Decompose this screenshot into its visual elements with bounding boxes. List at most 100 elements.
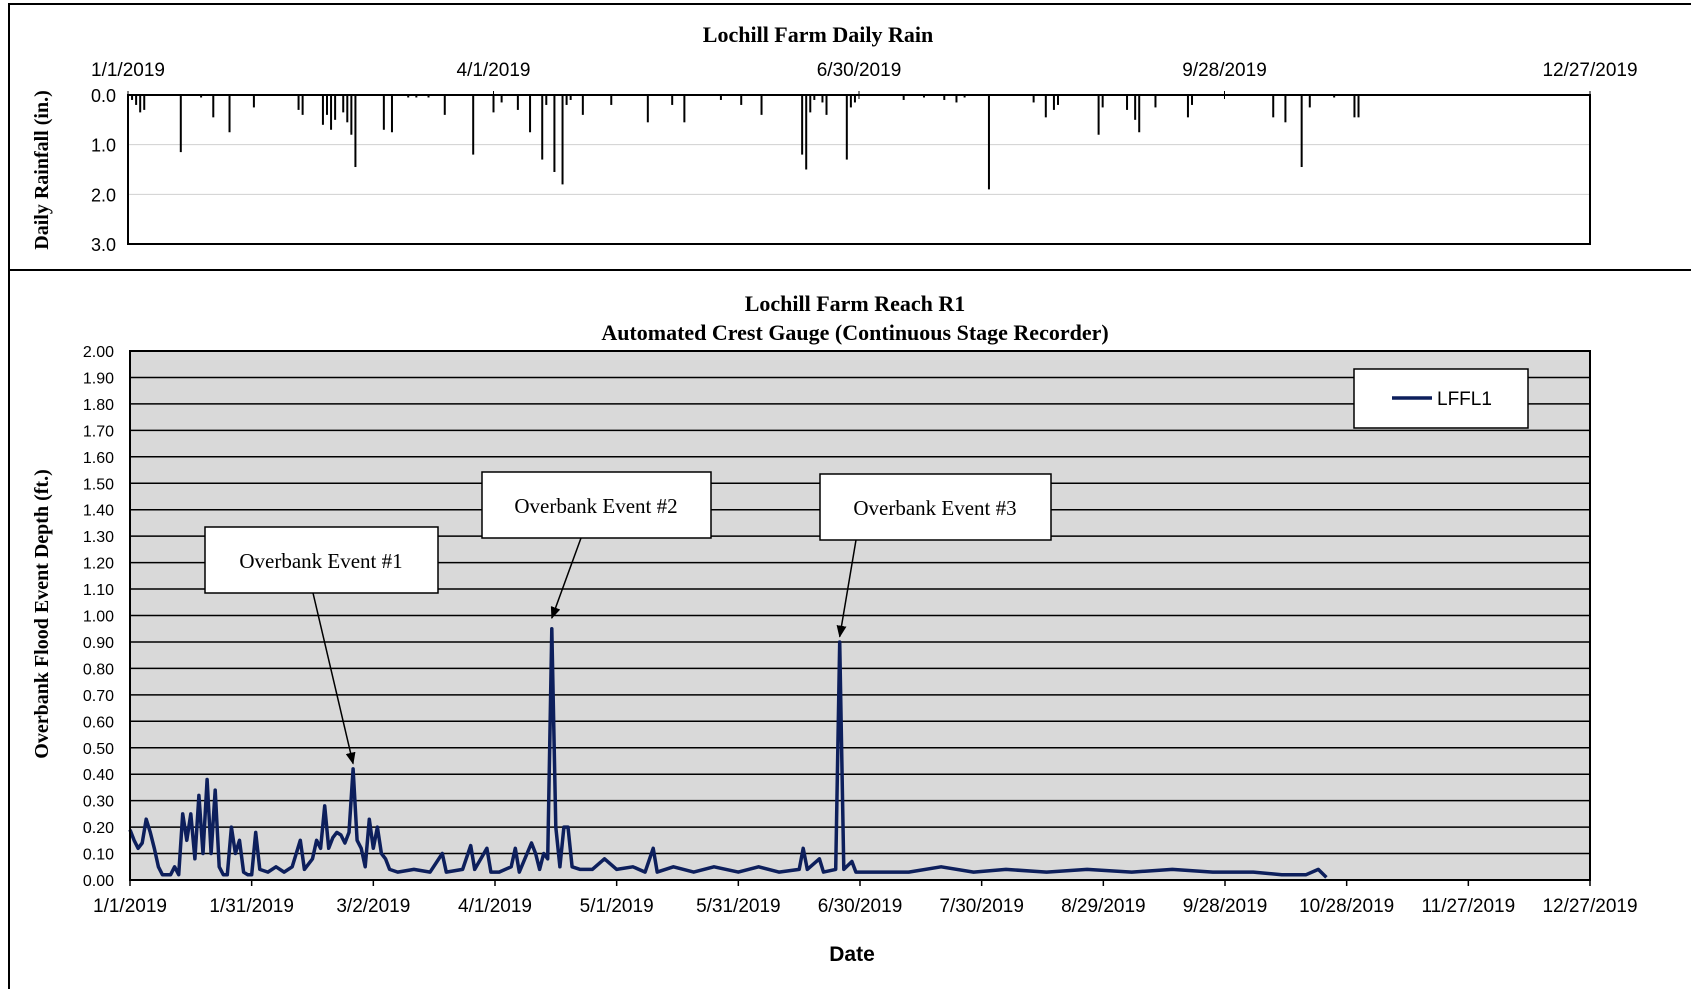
rain-bar	[407, 95, 410, 98]
rain-bar	[1101, 95, 1104, 108]
gauge-y-tick-label: 1.70	[83, 423, 114, 440]
rain-x-tick-label: 12/27/2019	[1542, 60, 1637, 81]
gauge-chart: Lochill Farm Reach R1 Automated Crest Ga…	[31, 291, 1638, 966]
annotation-box-2	[481, 471, 712, 539]
rain-y-axis-label: Daily Rainfall (in.)	[31, 90, 53, 249]
rain-bar	[740, 95, 743, 105]
rain-bar	[390, 95, 393, 133]
rain-bar	[955, 95, 958, 103]
rain-bar	[131, 95, 134, 100]
rain-bar	[252, 95, 255, 108]
gauge-x-tick-label: 3/2/2019	[336, 896, 410, 917]
annotation-arrow-3	[836, 539, 857, 638]
rain-bar	[350, 95, 353, 135]
rain-bar	[565, 95, 568, 105]
legend-box	[1353, 368, 1529, 429]
rain-y-tick-label: 3.0	[91, 235, 116, 255]
rain-bar	[541, 95, 544, 160]
rain-bar	[179, 95, 182, 153]
rain-bar	[760, 95, 763, 115]
rain-bar	[922, 95, 925, 98]
rain-bar	[1191, 95, 1194, 105]
gauge-x-tick-label: 1/1/2019	[93, 896, 167, 917]
rain-bar	[297, 95, 300, 110]
rain-bar	[581, 95, 584, 115]
rain-bar	[943, 95, 946, 100]
rain-bar	[1353, 95, 1356, 118]
rain-x-tick-label: 1/1/2019	[91, 60, 165, 81]
gauge-y-tick-label: 0.00	[83, 873, 114, 890]
annotations: Overbank Event #1 Overbank Event #2 Over…	[204, 471, 1052, 765]
rain-bar	[472, 95, 475, 155]
gauge-y-tick-label: 1.40	[83, 503, 114, 520]
gauge-y-tick-label: 0.50	[83, 741, 114, 758]
rain-bar	[382, 95, 385, 130]
rain-bar	[845, 95, 848, 160]
rain-bar	[646, 95, 649, 123]
gauge-x-tick-label: 8/29/2019	[1061, 896, 1146, 917]
rain-chart-title: Lochill Farm Daily Rain	[703, 22, 933, 47]
rain-bar	[801, 95, 804, 155]
gauge-chart-subtitle: Automated Crest Gauge (Continuous Stage …	[601, 320, 1108, 345]
legend: LFFL1	[1353, 368, 1529, 429]
annotation-box-3	[819, 473, 1052, 541]
gauge-y-tick-label: 0.40	[83, 767, 114, 784]
gauge-y-axis-label: Overbank Flood Event Depth (ft.)	[31, 469, 53, 758]
rain-bar	[1333, 95, 1336, 98]
gauge-x-tick-label: 7/30/2019	[939, 896, 1024, 917]
rain-bar	[342, 95, 345, 113]
gauge-y-tick-label: 1.60	[83, 450, 114, 467]
rain-bar	[902, 95, 905, 100]
rain-bar	[545, 95, 548, 105]
gauge-y-tick-label: 1.20	[83, 556, 114, 573]
gauge-x-tick-label: 4/1/2019	[458, 896, 532, 917]
gauge-x-tick-label: 1/31/2019	[209, 896, 294, 917]
gauge-x-tick-label: 12/27/2019	[1542, 896, 1637, 917]
gauge-grid	[130, 350, 1590, 881]
rain-bar	[1097, 95, 1100, 135]
rain-y-tick-label: 0.0	[91, 86, 116, 106]
rain-bar	[821, 95, 824, 103]
rain-bar	[671, 95, 674, 105]
rain-bar	[500, 95, 503, 103]
rain-bar	[963, 95, 966, 98]
gauge-y-tick-label: 1.10	[83, 582, 114, 599]
rain-bar	[135, 95, 138, 105]
rain-bar	[516, 95, 519, 110]
rain-x-tick-label: 9/28/2019	[1182, 60, 1267, 81]
rain-bar	[1032, 95, 1035, 103]
gauge-chart-title: Lochill Farm Reach R1	[745, 291, 966, 316]
rain-bar	[492, 95, 495, 113]
rain-bar	[1044, 95, 1047, 118]
gauge-y-tick-label: 1.30	[83, 529, 114, 546]
rain-bar	[1357, 95, 1360, 118]
gauge-y-axis: 0.00 0.10 0.20 0.30 0.40 0.50 0.60 0.70 0.80 0.90…	[83, 344, 114, 890]
rain-bar	[325, 95, 328, 115]
gauge-y-tick-label: 0.70	[83, 688, 114, 705]
gauge-y-tick-label: 0.90	[83, 635, 114, 652]
rain-bar	[443, 95, 446, 115]
annotation-arrow-1	[312, 592, 356, 765]
series-line-lffl1	[128, 626, 1328, 879]
rain-bar	[1272, 95, 1275, 118]
rain-bar	[849, 95, 852, 108]
rain-bar	[1126, 95, 1129, 110]
rain-y-axis: 0.0 1.0 2.0 3.0	[91, 86, 116, 255]
gauge-y-tick-label: 0.80	[83, 661, 114, 678]
rain-bar	[346, 95, 349, 123]
rain-bar	[683, 95, 686, 123]
gauge-x-tick-label: 5/1/2019	[580, 896, 654, 917]
rain-bar	[987, 95, 990, 190]
rain-bar	[1056, 95, 1059, 105]
rain-y-tick-label: 2.0	[91, 185, 116, 205]
gauge-y-tick-label: 1.80	[83, 397, 114, 414]
rain-bar	[569, 95, 572, 100]
rain-bar	[143, 95, 146, 110]
rain-bar	[1300, 95, 1303, 168]
annotation-event-2: Overbank Event #2	[481, 471, 712, 620]
rain-bar	[1134, 95, 1137, 120]
gauge-y-tick-label: 1.00	[83, 609, 114, 626]
annotation-arrow-2	[550, 537, 582, 620]
gauge-x-tick-label: 11/27/2019	[1421, 896, 1515, 917]
gauge-x-tick-label: 10/28/2019	[1299, 896, 1394, 917]
